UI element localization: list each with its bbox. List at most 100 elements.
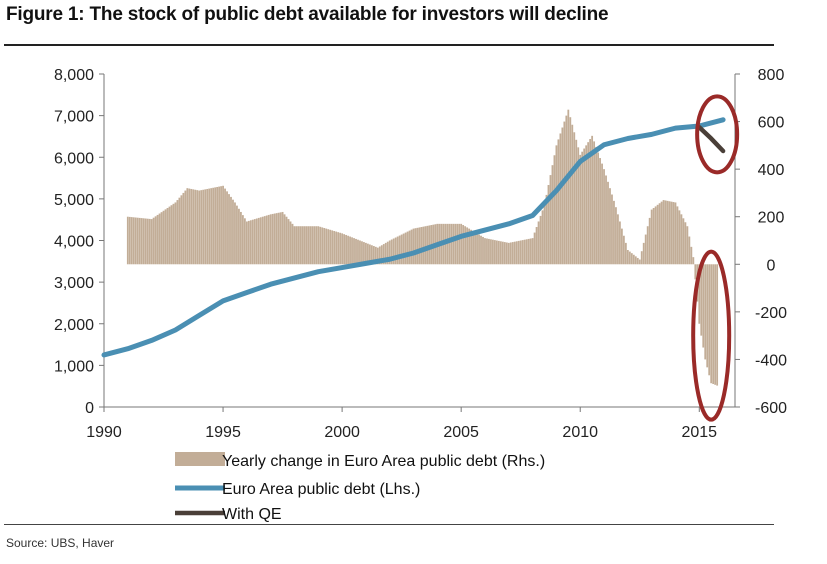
bar bbox=[575, 139, 578, 265]
bar bbox=[670, 201, 673, 265]
bar bbox=[146, 218, 149, 265]
bar bbox=[259, 217, 262, 265]
bar bbox=[591, 135, 594, 265]
bar bbox=[293, 226, 296, 265]
bar bbox=[480, 235, 482, 265]
bar bbox=[192, 189, 195, 265]
bar bbox=[406, 231, 409, 265]
bar bbox=[450, 223, 453, 265]
bar bbox=[325, 228, 328, 265]
chart-title: Figure 1: The stock of public debt avail… bbox=[6, 4, 609, 25]
bar bbox=[251, 219, 254, 265]
bar bbox=[549, 175, 552, 265]
bar bbox=[581, 151, 584, 265]
bar bbox=[208, 188, 211, 265]
bar bbox=[708, 264, 711, 376]
bar bbox=[698, 264, 701, 324]
bar bbox=[154, 216, 157, 265]
bar bbox=[216, 186, 219, 265]
bar bbox=[664, 200, 667, 265]
bar bbox=[547, 185, 550, 265]
bar bbox=[388, 240, 391, 265]
bar bbox=[577, 147, 580, 265]
bar bbox=[666, 200, 669, 265]
bar bbox=[230, 196, 232, 265]
bar bbox=[527, 238, 530, 265]
bar bbox=[454, 223, 457, 265]
left-tick-label: 1,000 bbox=[54, 358, 94, 375]
bar bbox=[361, 241, 363, 265]
right-tick-label: -200 bbox=[755, 305, 787, 322]
bar bbox=[579, 154, 582, 265]
bar bbox=[613, 200, 615, 265]
bar bbox=[160, 212, 163, 265]
bar bbox=[555, 145, 558, 265]
bar bbox=[569, 117, 572, 265]
bar bbox=[204, 189, 207, 265]
bar bbox=[400, 234, 403, 265]
bar bbox=[130, 217, 133, 265]
bar bbox=[299, 226, 302, 265]
bar bbox=[315, 226, 318, 265]
x-tick-label: 2005 bbox=[443, 424, 479, 441]
bar bbox=[482, 236, 484, 265]
annotation-circle-top bbox=[695, 94, 740, 175]
bar bbox=[543, 204, 546, 265]
right-tick-label: 0 bbox=[767, 257, 776, 274]
bar bbox=[327, 229, 330, 265]
bar bbox=[303, 226, 306, 265]
bar bbox=[226, 191, 228, 265]
bar bbox=[680, 214, 683, 265]
bar bbox=[644, 234, 647, 265]
bar bbox=[412, 228, 415, 265]
bar bbox=[176, 200, 179, 265]
bar bbox=[688, 236, 691, 265]
title-divider bbox=[4, 44, 774, 46]
bar bbox=[142, 218, 145, 265]
bar bbox=[561, 127, 564, 265]
bar bbox=[630, 253, 633, 265]
bar bbox=[662, 200, 665, 265]
bar bbox=[628, 251, 631, 265]
bar bbox=[168, 206, 171, 265]
bar bbox=[287, 219, 290, 265]
bar bbox=[626, 250, 629, 265]
bar bbox=[408, 230, 411, 265]
bar bbox=[420, 227, 423, 265]
bar bbox=[313, 226, 316, 265]
bar bbox=[392, 238, 395, 265]
bar bbox=[414, 228, 417, 265]
bar bbox=[382, 244, 385, 265]
bar bbox=[271, 213, 274, 265]
bar bbox=[464, 226, 467, 265]
bar bbox=[660, 201, 663, 265]
bar bbox=[567, 109, 570, 265]
left-tick-label: 5,000 bbox=[54, 192, 94, 209]
bar bbox=[634, 256, 637, 265]
bar bbox=[305, 226, 308, 265]
bar bbox=[370, 245, 373, 265]
bar bbox=[511, 242, 514, 265]
bar bbox=[460, 223, 463, 265]
left-tick-label: 8,000 bbox=[54, 67, 94, 84]
bar bbox=[704, 264, 707, 360]
bar bbox=[309, 226, 312, 265]
bar bbox=[323, 228, 326, 265]
bar bbox=[372, 246, 375, 265]
bar bbox=[595, 146, 598, 265]
bar bbox=[218, 186, 220, 265]
x-tick-label: 2000 bbox=[324, 424, 360, 441]
bar bbox=[186, 188, 189, 265]
bar bbox=[238, 208, 240, 265]
x-tick-label: 2010 bbox=[562, 424, 598, 441]
bar bbox=[353, 238, 355, 265]
bar bbox=[619, 221, 621, 265]
bar bbox=[170, 205, 173, 265]
bar bbox=[200, 190, 203, 265]
bar bbox=[351, 237, 353, 265]
bar bbox=[656, 204, 659, 265]
bar bbox=[404, 232, 407, 265]
bar bbox=[531, 238, 534, 265]
bar bbox=[416, 227, 419, 265]
bar bbox=[422, 226, 425, 265]
